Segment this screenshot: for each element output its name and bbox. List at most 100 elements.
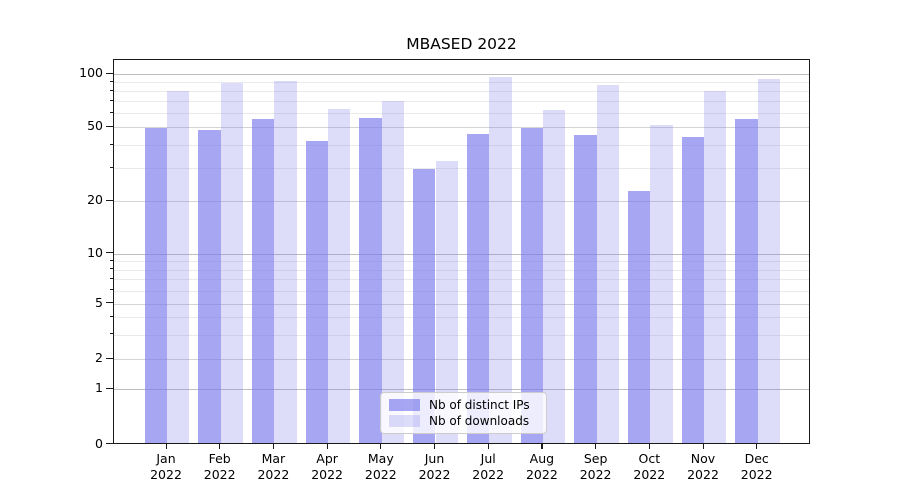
x-tick-label-jul-2022: Jul 2022 [472, 451, 505, 482]
gridline-y-4 [114, 317, 809, 319]
legend-label-distinct-ips: Nb of distinct IPs [429, 397, 530, 412]
x-tick-nov-2022 [702, 444, 704, 449]
y-minor-tick-9 [109, 259, 113, 261]
bar-ips-jan-2022 [144, 128, 167, 443]
gridline-y-40 [114, 145, 809, 147]
x-tick-label-jan-2022: Jan 2022 [150, 451, 182, 482]
bar-downloads-sep-2022 [596, 84, 619, 443]
legend-swatch-downloads [389, 415, 420, 427]
x-tick-oct-2022 [648, 444, 650, 449]
bar-downloads-feb-2022 [220, 82, 244, 443]
x-tick-mar-2022 [272, 444, 275, 449]
y-tick-label-5: 5 [95, 294, 103, 310]
bar-downloads-may-2022 [381, 100, 405, 443]
x-tick-label-apr-2022: Apr 2022 [311, 451, 343, 482]
gridline-y-2 [114, 359, 809, 361]
y-tick-2 [106, 357, 113, 359]
gridline-y-10 [114, 253, 809, 255]
y-tick-5 [106, 302, 113, 304]
x-tick-aug-2022 [541, 444, 543, 449]
x-tick-label-feb-2022: Feb 2022 [203, 451, 236, 482]
legend-item-downloads: Nb of downloads [387, 413, 540, 428]
plot-area [113, 59, 810, 444]
gridline-y-60 [114, 113, 809, 115]
x-tick-label-nov-2022: Nov 2022 [687, 451, 719, 482]
bar-ips-jul-2022 [466, 133, 490, 443]
y-minor-tick-40 [109, 143, 113, 145]
y-minor-tick-70 [109, 99, 113, 102]
y-minor-tick-8 [109, 268, 113, 270]
y-tick-label-0: 0 [95, 435, 103, 451]
bar-downloads-dec-2022 [757, 78, 781, 443]
bar-downloads-mar-2022 [274, 81, 297, 443]
y-tick-20 [106, 199, 113, 201]
y-tick-10 [106, 252, 113, 254]
gridline-y-8 [114, 269, 809, 271]
bar-ips-mar-2022 [252, 119, 275, 443]
y-tick-label-100: 100 [79, 65, 103, 81]
bar-downloads-aug-2022 [542, 109, 566, 443]
bar-ips-nov-2022 [681, 137, 704, 443]
y-minor-tick-6 [109, 289, 113, 291]
gridline-y-70 [114, 101, 809, 103]
gridline-y-20 [114, 201, 809, 202]
y-minor-tick-7 [109, 277, 113, 280]
gridline-y-6 [114, 290, 809, 292]
y-tick-label-50: 50 [87, 118, 103, 133]
y-tick-100 [106, 72, 113, 74]
y-minor-tick-90 [109, 80, 113, 82]
bar-ips-jun-2022 [413, 169, 436, 443]
bar-ips-sep-2022 [574, 135, 597, 443]
gridline-y-3 [114, 334, 809, 336]
y-minor-tick-60 [109, 111, 113, 113]
bar-ips-oct-2022 [627, 191, 651, 443]
gridline-y-5 [114, 303, 809, 305]
gridline-y-80 [114, 91, 809, 93]
x-tick-jul-2022 [487, 444, 489, 449]
x-tick-may-2022 [380, 444, 382, 449]
y-tick-label-10: 10 [87, 244, 103, 260]
y-minor-tick-30 [109, 166, 113, 168]
x-tick-label-mar-2022: Mar 2022 [257, 451, 290, 482]
x-tick-label-oct-2022: Oct 2022 [633, 451, 666, 482]
legend: Nb of distinct IPs Nb of downloads [380, 392, 547, 434]
bar-downloads-jan-2022 [167, 91, 190, 443]
y-tick-label-20: 20 [87, 192, 103, 207]
gridline-y-9 [114, 261, 809, 263]
y-tick-50 [106, 125, 113, 127]
gridline-y-90 [114, 82, 809, 84]
y-tick-0 [106, 443, 113, 445]
gridline-y-100 [114, 74, 809, 76]
y-tick-1 [106, 387, 113, 389]
x-tick-label-may-2022: May 2022 [364, 451, 397, 482]
x-tick-label-jun-2022: Jun 2022 [418, 451, 451, 482]
x-tick-feb-2022 [219, 444, 221, 449]
gridline-y-1 [114, 389, 809, 391]
gridline-y-30 [114, 168, 809, 170]
x-tick-dec-2022 [756, 444, 758, 449]
bar-downloads-apr-2022 [328, 108, 351, 443]
x-tick-sep-2022 [595, 444, 597, 449]
gridline-y-50 [114, 127, 809, 128]
gridline-y-7 [114, 279, 809, 281]
y-tick-label-2: 2 [95, 350, 103, 366]
y-minor-tick-3 [109, 333, 113, 335]
x-tick-label-dec-2022: Dec 2022 [740, 451, 773, 482]
bar-ips-feb-2022 [198, 130, 221, 443]
chart-title: MBASED 2022 [406, 35, 517, 53]
bar-downloads-jun-2022 [435, 161, 458, 443]
bar-ips-apr-2022 [305, 141, 329, 443]
bar-ips-aug-2022 [520, 128, 543, 443]
bar-ips-dec-2022 [735, 119, 758, 443]
legend-item-distinct-ips: Nb of distinct IPs [387, 397, 540, 412]
y-minor-tick-80 [109, 89, 113, 91]
bar-downloads-nov-2022 [704, 91, 727, 443]
x-tick-jan-2022 [165, 444, 167, 449]
x-tick-label-sep-2022: Sep 2022 [579, 451, 612, 482]
legend-swatch-distinct-ips [389, 399, 420, 411]
bar-downloads-jul-2022 [489, 77, 512, 443]
bar-downloads-oct-2022 [650, 125, 673, 443]
x-tick-jun-2022 [434, 444, 436, 449]
legend-label-downloads: Nb of downloads [429, 413, 530, 428]
